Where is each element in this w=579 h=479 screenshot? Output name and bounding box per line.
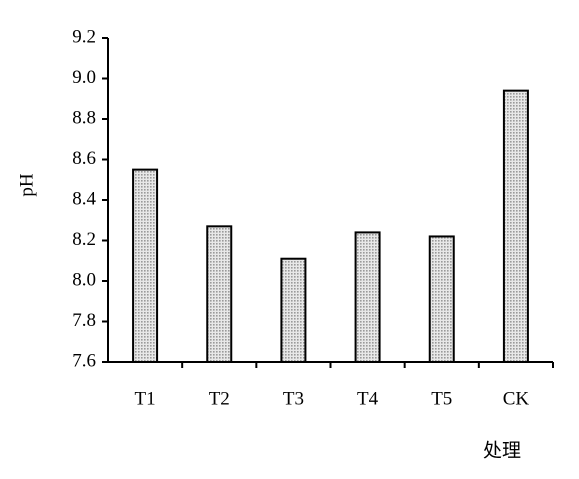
y-tick-label: 7.6 <box>72 350 96 371</box>
bar <box>354 231 381 363</box>
x-tick-label: T3 <box>283 388 304 409</box>
x-tick-label: T5 <box>431 388 452 409</box>
x-tick-label: T4 <box>357 388 379 409</box>
bar <box>206 225 233 363</box>
y-tick-label: 8.0 <box>72 269 96 290</box>
y-tick-label: 7.8 <box>72 310 96 331</box>
x-tick-label: CK <box>503 388 530 409</box>
y-tick-label: 8.8 <box>72 107 96 128</box>
x-tick-label: T2 <box>209 388 230 409</box>
bar <box>502 89 529 364</box>
y-tick-label: 8.4 <box>72 188 96 209</box>
bar <box>132 168 159 363</box>
y-tick-label: 8.6 <box>72 148 96 169</box>
x-tick-label: T1 <box>135 388 156 409</box>
y-tick-label: 9.0 <box>72 67 96 88</box>
y-tick-label: 9.2 <box>72 26 96 47</box>
x-axis-label: 处理 <box>483 439 521 461</box>
bar <box>280 257 307 364</box>
bar <box>428 235 455 363</box>
y-tick-label: 8.2 <box>72 229 96 250</box>
y-axis-label: pH <box>16 173 37 197</box>
